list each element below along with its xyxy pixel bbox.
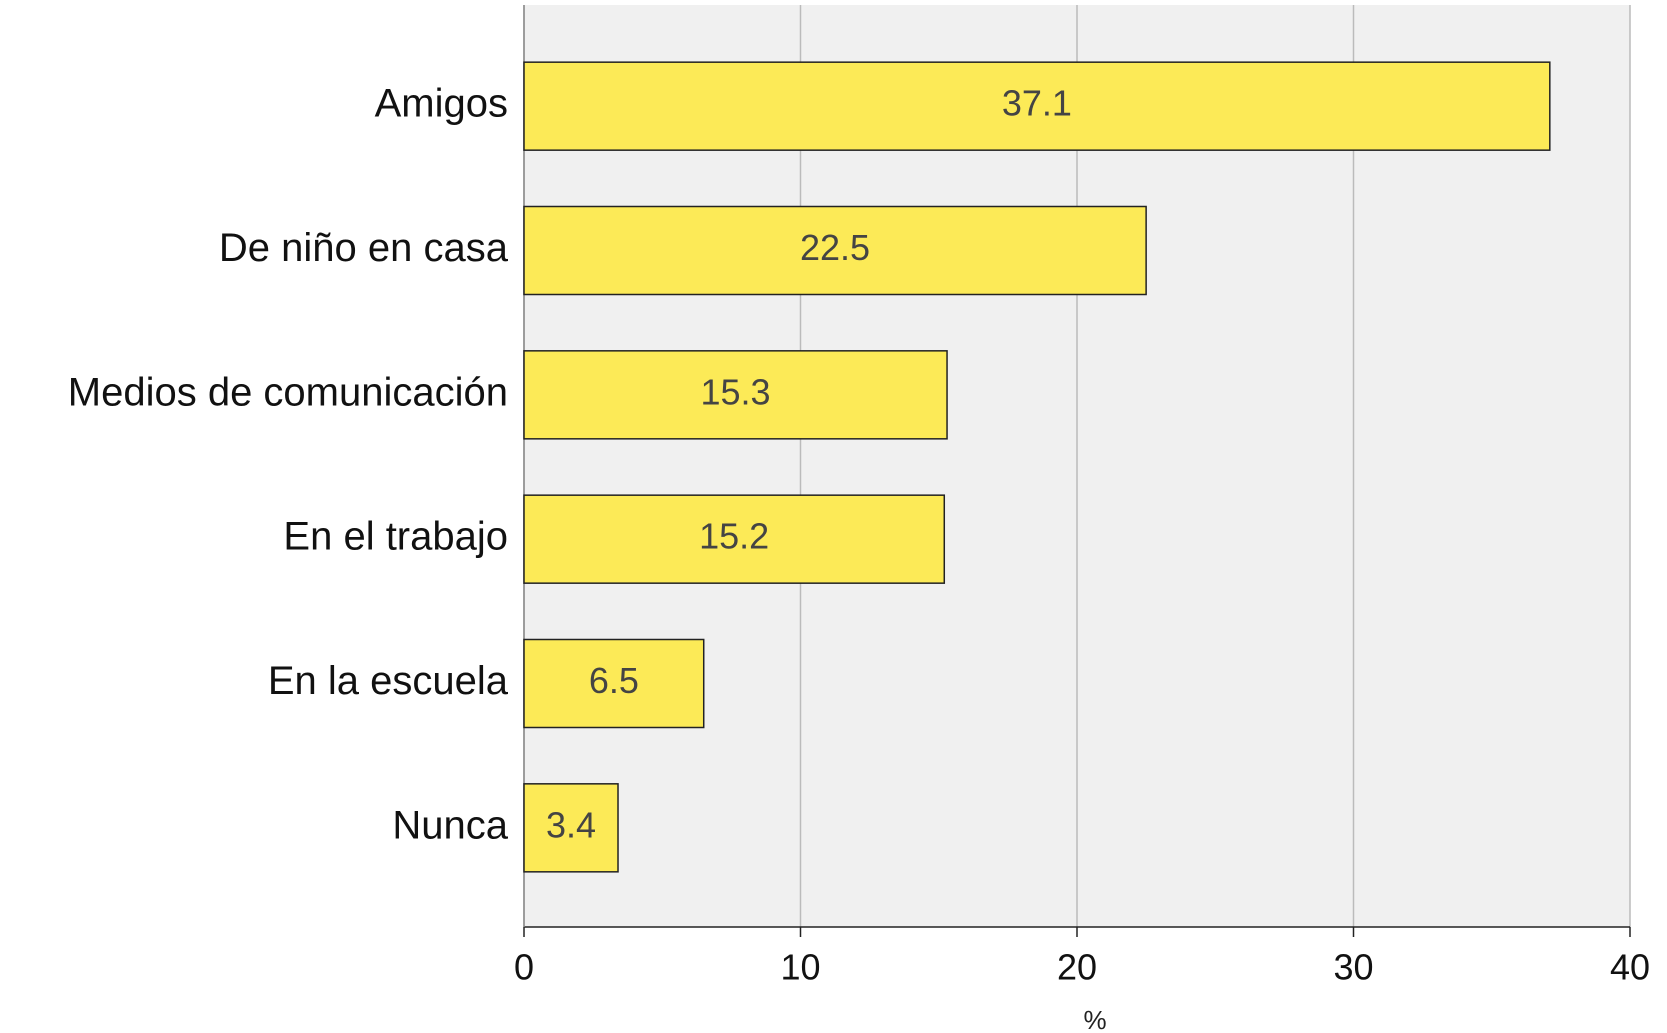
bar xyxy=(523,494,946,584)
x-tick-label: 10 xyxy=(780,947,820,988)
bar xyxy=(523,350,948,440)
x-tick-label: 0 xyxy=(514,947,534,988)
data-label: 37.1 xyxy=(1002,83,1072,124)
y-tick-label: Medios de comunicación xyxy=(68,370,508,414)
bar xyxy=(523,205,1147,296)
bar xyxy=(523,783,619,873)
y-tick-label: Amigos xyxy=(375,82,508,126)
x-tick-label: 40 xyxy=(1610,947,1650,988)
y-tick-label: En la escuela xyxy=(268,659,509,703)
data-label: 6.5 xyxy=(589,660,639,701)
x-tick-label: 30 xyxy=(1333,947,1373,988)
y-tick-label: En el trabajo xyxy=(283,515,508,559)
bar xyxy=(523,61,1551,151)
y-tick-label: De niño en casa xyxy=(219,226,509,270)
data-label: 3.4 xyxy=(546,804,596,845)
data-label: 15.2 xyxy=(699,516,769,557)
data-label: 22.5 xyxy=(800,227,870,268)
x-tick-label: 20 xyxy=(1057,947,1097,988)
y-tick-label: Nunca xyxy=(392,803,508,847)
x-axis-label: % xyxy=(1083,1005,1106,1033)
data-label: 15.3 xyxy=(700,371,770,412)
bar xyxy=(523,638,705,729)
